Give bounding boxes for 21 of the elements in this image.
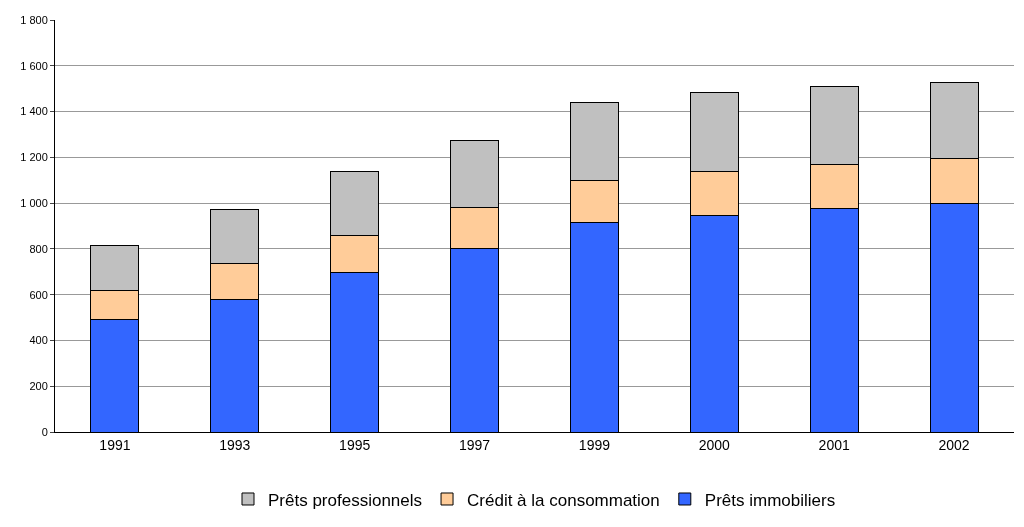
y-tick-label: 1 800 — [20, 13, 48, 26]
x-tick-label: 2001 — [818, 436, 850, 453]
y-tick-label: 1 600 — [20, 59, 48, 72]
y-tick-label: 200 — [29, 380, 48, 393]
legend-label: Prêts professionnels — [268, 490, 423, 510]
y-tick-label: 400 — [29, 334, 48, 347]
y-tick-label: 0 — [41, 425, 48, 438]
y-tick-label: 1 400 — [20, 105, 48, 118]
x-tick-label: 2002 — [938, 436, 970, 453]
x-tick-label: 1999 — [578, 436, 611, 453]
legend-label: Crédit à la consommation — [467, 490, 660, 510]
y-tick-label: 600 — [29, 288, 48, 301]
x-tick-label: 1995 — [339, 436, 371, 453]
y-tick-label: 800 — [29, 242, 48, 255]
y-tick-label: 1 000 — [20, 196, 48, 209]
x-tick-label: 2000 — [698, 436, 731, 453]
x-tick-label: 1997 — [458, 436, 491, 453]
legend-label: Prêts immobiliers — [704, 490, 836, 510]
x-tick-label: 1993 — [219, 436, 251, 453]
x-tick-label: 1991 — [99, 436, 131, 453]
y-tick-label: 1 200 — [20, 151, 48, 164]
